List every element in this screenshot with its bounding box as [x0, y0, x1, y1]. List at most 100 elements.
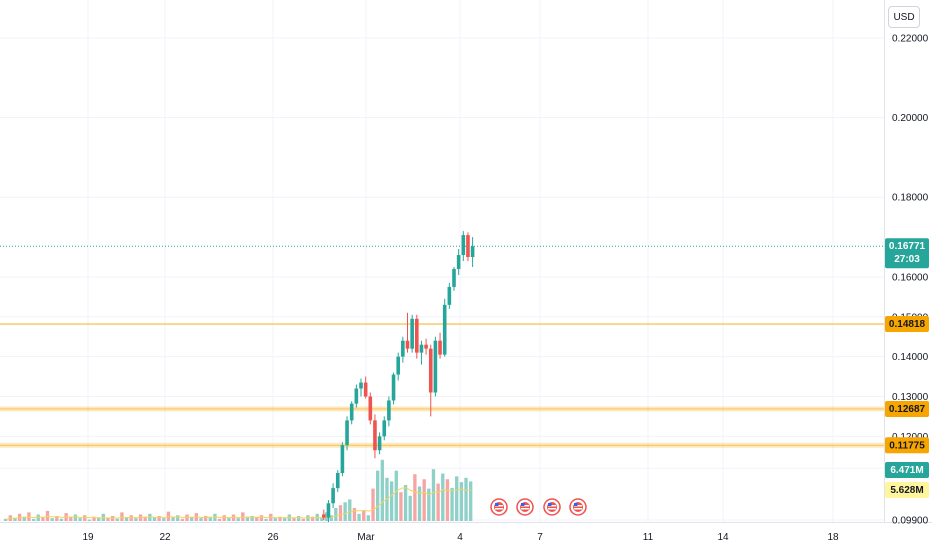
volume-bar	[362, 510, 366, 521]
badge-label: 0.12687	[889, 404, 926, 415]
volume-bar	[87, 519, 92, 521]
candle-body	[368, 396, 373, 421]
volume-bar	[31, 518, 36, 521]
volume-bar	[422, 479, 426, 521]
volume-bar	[259, 515, 264, 521]
time-tick-label: 11	[643, 532, 654, 543]
time-tick-label: 7	[537, 532, 543, 543]
volume-bar	[245, 516, 250, 521]
volume-bar	[283, 517, 287, 521]
event-flag-icon[interactable]	[516, 498, 534, 516]
currency-button[interactable]: USD	[888, 6, 920, 28]
volume-bar	[296, 515, 301, 521]
volume-bar	[69, 516, 73, 521]
volume-bar	[106, 518, 110, 521]
volume-bar	[250, 515, 254, 521]
candle-body	[326, 503, 331, 518]
economic-events[interactable]	[490, 498, 587, 516]
candle-body	[345, 420, 349, 446]
time-tick-label: Mar	[357, 532, 375, 543]
volume-bar	[120, 512, 124, 521]
volume-bar	[110, 515, 115, 521]
volume-bar	[157, 515, 161, 521]
horizontal-levels	[0, 323, 884, 448]
volume-bar	[236, 518, 240, 521]
event-flag-icon[interactable]	[569, 498, 587, 516]
time-axis[interactable]: 19 22 26 Mar 4 7 11 14 18	[82, 532, 839, 543]
candle-body	[466, 235, 470, 258]
candle-body	[419, 344, 424, 353]
badge-label: 27:03	[894, 254, 920, 265]
candle-body	[456, 255, 461, 269]
time-tick-label: 14	[717, 532, 729, 543]
volume-bar	[301, 518, 305, 521]
candle-body	[373, 420, 377, 451]
candle-body	[428, 348, 433, 393]
volume-bar	[45, 510, 50, 521]
time-tick-label: 18	[827, 532, 839, 543]
volume-bar	[4, 518, 8, 521]
volume-bar	[134, 518, 138, 521]
volume-bar	[222, 515, 226, 521]
level-price-badge: 0.11775	[885, 437, 929, 454]
volume-bar	[203, 515, 208, 521]
candle-body	[387, 400, 391, 421]
volume-bar	[343, 502, 347, 521]
volume-bar	[464, 477, 468, 521]
volume-bar	[357, 513, 361, 521]
candlestick-series	[322, 231, 475, 522]
volume-bar	[92, 516, 96, 521]
candle-body	[349, 403, 354, 421]
volume-moving-average-line	[6, 487, 472, 520]
volume-bar	[97, 517, 101, 521]
time-tick-label: 22	[159, 532, 171, 543]
volume-bar	[403, 485, 408, 521]
volume-bar	[129, 515, 133, 521]
volume-badge: 6.471M	[885, 462, 929, 478]
price-tick-label: 0.22000	[892, 33, 929, 44]
candle-body	[340, 445, 345, 473]
volume-bar	[348, 499, 352, 521]
volume-bar	[399, 492, 403, 521]
candle-body	[359, 382, 363, 389]
volume-bar	[199, 518, 203, 521]
volume-bar	[180, 518, 185, 521]
badge-label: 5.628M	[890, 485, 923, 496]
volume-bar	[455, 476, 459, 521]
candle-body	[396, 356, 400, 375]
volume-bar	[217, 518, 222, 521]
level-price-badge: 0.14818	[885, 316, 929, 333]
volume-bar	[427, 488, 431, 521]
candle-body	[424, 344, 428, 349]
price-tick-label: 0.13000	[892, 392, 929, 403]
volume-bar	[310, 516, 315, 521]
event-flag-icon[interactable]	[490, 498, 508, 516]
candle-body	[410, 318, 414, 349]
level-line	[0, 323, 884, 325]
volume-bar	[176, 515, 180, 521]
volume-bar	[366, 515, 371, 521]
volume-bar	[162, 518, 166, 521]
candle-body	[322, 514, 326, 518]
current-price-badge: 0.16771 27:03	[885, 238, 929, 269]
volume-bar	[417, 486, 422, 521]
volume-ma-badge: 5.628M	[885, 482, 929, 498]
price-tick-label: 0.18000	[892, 193, 929, 204]
candle-body	[363, 382, 368, 397]
volume-bar	[334, 508, 338, 521]
volume-bar	[445, 479, 450, 521]
volume-bar	[27, 512, 31, 521]
volume-bar	[208, 516, 212, 521]
volume-bar	[278, 516, 282, 521]
volume-bar	[78, 518, 82, 521]
volume-bar	[185, 514, 189, 521]
event-flag-icon[interactable]	[543, 498, 561, 516]
chart-grid	[0, 0, 884, 522]
volume-bar	[143, 516, 147, 521]
volume-bar	[329, 515, 333, 521]
volume-bar	[413, 474, 417, 521]
volume-bar	[83, 515, 87, 521]
candle-body	[405, 340, 410, 349]
volume-bar	[389, 481, 394, 521]
